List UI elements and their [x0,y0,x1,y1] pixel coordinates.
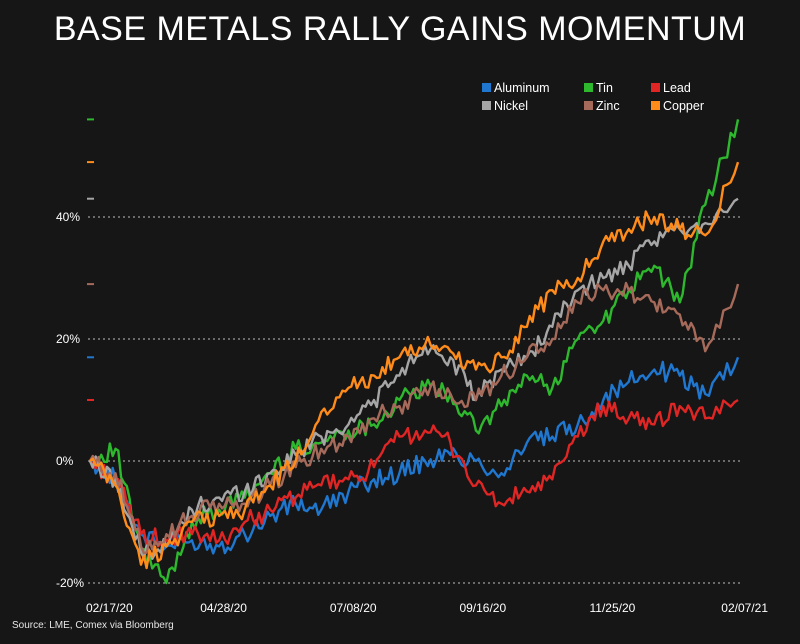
series-line-zinc [88,281,740,555]
x-tick-label: 04/28/20 [200,601,247,615]
source-note: Source: LME, Comex via Bloomberg [12,620,174,631]
series-line-aluminum [89,356,740,555]
legend-label-zinc: Zinc [596,99,620,113]
legend-swatch-lead [651,83,660,92]
legend-label-copper: Copper [663,99,704,113]
legend-label-aluminum: Aluminum [494,81,550,95]
legend-swatch-tin [584,83,593,92]
legend-swatch-aluminum [482,83,491,92]
chart-title: BASE METALS RALLY GAINS MOMENTUM [53,10,747,48]
y-tick-label: 20% [56,332,80,346]
series-line-lead [89,398,739,548]
x-tick-label: 02/17/20 [86,601,133,615]
x-tick-label: 11/25/20 [589,601,635,615]
x-tick-label: 02/07/21 [721,601,768,615]
x-tick-label: 09/16/20 [459,601,506,615]
legend-swatch-zinc [584,101,593,110]
legend-label-nickel: Nickel [494,99,528,113]
legend-label-lead: Lead [663,81,691,95]
y-tick-label: 40% [56,210,80,224]
x-tick-label: 07/08/20 [330,601,377,615]
series-line-copper [89,161,740,570]
legend-label-tin: Tin [596,81,613,95]
legend-swatch-nickel [482,101,491,110]
series-line-nickel [88,197,739,560]
legend-swatch-copper [651,101,660,110]
y-tick-label: 0% [56,454,74,468]
series-line-tin [89,119,740,585]
y-tick-label: -20% [56,576,84,590]
